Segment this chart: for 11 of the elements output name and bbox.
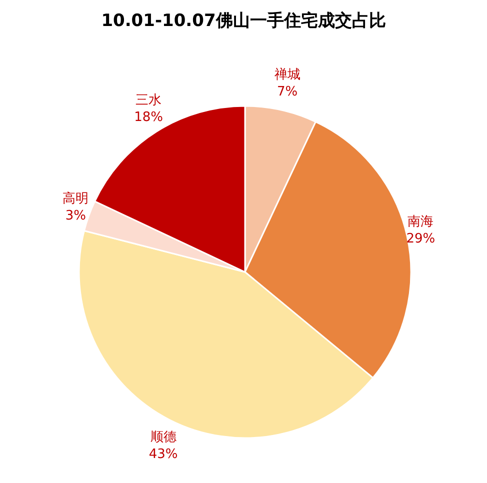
data-label: 43% (148, 446, 178, 462)
slice-label: 高明 (62, 190, 89, 206)
slice-label: 顺德 (150, 430, 176, 445)
slice-label: 三水 (136, 93, 162, 108)
chart-title: 10.01-10.07佛山一手住宅成交占比 (101, 11, 386, 31)
data-label: 29% (406, 232, 436, 247)
data-label: 18% (134, 110, 164, 126)
data-label: 7% (277, 84, 298, 100)
slice-label: 禅城 (274, 68, 300, 83)
data-label: 3% (65, 208, 86, 224)
slice-label: 南海 (408, 214, 434, 230)
